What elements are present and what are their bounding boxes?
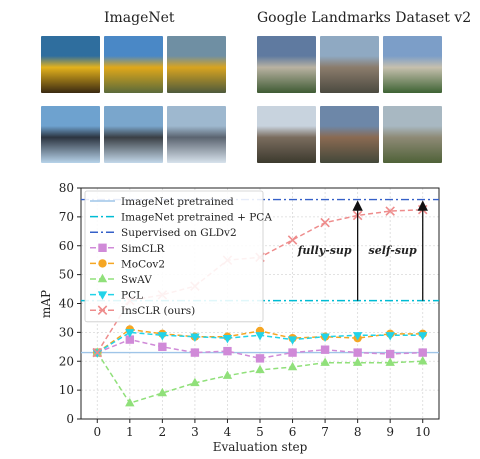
data-point xyxy=(223,346,232,356)
data-point xyxy=(222,370,233,379)
legend-marker xyxy=(97,305,108,315)
stealth-bomber-photo xyxy=(41,106,100,163)
x-tick-label: 9 xyxy=(386,425,394,439)
x-marker-stroke xyxy=(92,347,103,358)
data-point xyxy=(385,332,395,341)
y-tick-label: 70 xyxy=(59,210,74,224)
cathedral-front-photo xyxy=(320,36,379,93)
legend-marker xyxy=(98,259,107,268)
data-point xyxy=(418,332,428,341)
data-point xyxy=(352,357,363,366)
alpine-chateau-photo xyxy=(383,36,442,93)
data-point xyxy=(125,335,135,344)
legend-marker xyxy=(98,243,107,252)
x-tick-label: 4 xyxy=(224,425,232,439)
legend-label: MoCov2 xyxy=(121,258,165,270)
x-tick-label: 2 xyxy=(159,425,167,439)
legend-label: InsCLR (ours) xyxy=(121,305,195,317)
annotation-label: fully-sup xyxy=(297,244,352,257)
x-tick-label: 8 xyxy=(354,425,362,439)
school-bus-side-photo xyxy=(104,36,163,93)
data-point xyxy=(255,354,265,363)
f16-jet-photo xyxy=(167,106,226,163)
data-point xyxy=(288,348,297,357)
school-bus-road-photo xyxy=(167,36,226,93)
data-point xyxy=(92,347,103,358)
gldv2-title: Google Landmarks Dataset v2 xyxy=(257,10,472,26)
data-point xyxy=(158,342,167,352)
legend-label: SwAV xyxy=(121,274,152,286)
x-marker-stroke xyxy=(97,305,108,315)
y-tick-label: 50 xyxy=(59,268,74,282)
x-marker-stroke xyxy=(287,235,298,245)
y-tick-label: 0 xyxy=(66,412,74,426)
y-tick-label: 20 xyxy=(59,354,74,368)
data-point xyxy=(385,349,395,359)
data-point xyxy=(157,332,168,341)
data-point xyxy=(125,397,135,407)
mountain-castle-photo xyxy=(257,36,316,93)
data-point xyxy=(255,364,265,374)
data-point xyxy=(190,333,200,342)
series-line xyxy=(96,338,423,360)
data-point xyxy=(418,348,427,357)
data-point xyxy=(125,329,135,338)
data-point xyxy=(352,332,363,341)
plot-frame xyxy=(80,187,440,420)
data-point xyxy=(320,217,330,228)
data-point xyxy=(190,377,200,387)
x-tick-label: 7 xyxy=(321,425,329,439)
gothic-castle-photo xyxy=(257,106,316,163)
series-3 xyxy=(92,329,428,358)
data-point xyxy=(353,348,362,357)
data-point xyxy=(385,357,395,366)
legend-marker xyxy=(97,291,108,300)
y-tick-label: 40 xyxy=(59,297,74,311)
legend-label: SimCLR xyxy=(121,243,166,255)
fighter-jet-photo xyxy=(104,106,163,163)
annotation-label: self-sup xyxy=(369,244,417,257)
legend-label: ImageNet pretrained xyxy=(121,196,234,208)
map-line-chart: mAP Evaluation step 0 10 20 30 40 50 60 70 80 0 1 2… xyxy=(39,181,440,454)
legend-label: Supervised on GLDv2 xyxy=(121,227,237,239)
data-point xyxy=(255,332,265,341)
legend-label: ImageNet pretrained + PCA xyxy=(121,212,272,224)
y-tick-label: 60 xyxy=(59,239,74,253)
legend-label: PCL xyxy=(121,290,143,302)
ruined-castle-photo xyxy=(383,106,442,163)
y-tick-label: 80 xyxy=(59,181,74,195)
data-point xyxy=(418,356,428,365)
manor-house-photo xyxy=(320,106,379,163)
x-tick-label: 6 xyxy=(289,425,297,439)
data-point xyxy=(287,361,298,371)
legend-box xyxy=(84,190,264,323)
data-point xyxy=(385,206,395,216)
x-tick-label: 5 xyxy=(256,425,264,439)
data-point xyxy=(190,348,200,357)
x-tick-label: 0 xyxy=(93,425,101,439)
x-axis-label: Evaluation step xyxy=(213,440,308,454)
data-point xyxy=(320,357,330,366)
x-tick-label: 3 xyxy=(191,425,199,439)
data-point xyxy=(157,387,168,397)
y-axis-label: mAP xyxy=(39,290,53,318)
data-point xyxy=(320,345,330,354)
data-point xyxy=(287,336,298,345)
data-point xyxy=(287,235,298,245)
x-marker-stroke xyxy=(320,217,330,228)
school-bus-front-photo xyxy=(41,36,100,93)
data-point xyxy=(320,333,330,342)
y-tick-label: 30 xyxy=(59,325,74,339)
imagenet-title: ImageNet xyxy=(104,10,175,26)
legend-marker xyxy=(97,273,108,283)
x-tick-label: 10 xyxy=(415,425,430,439)
x-marker-stroke xyxy=(385,206,395,216)
y-tick-label: 10 xyxy=(59,383,74,397)
x-tick-label: 1 xyxy=(126,425,134,439)
legend: ImageNet pretrained ImageNet pretrained +… xyxy=(84,190,272,323)
data-point xyxy=(222,334,233,344)
